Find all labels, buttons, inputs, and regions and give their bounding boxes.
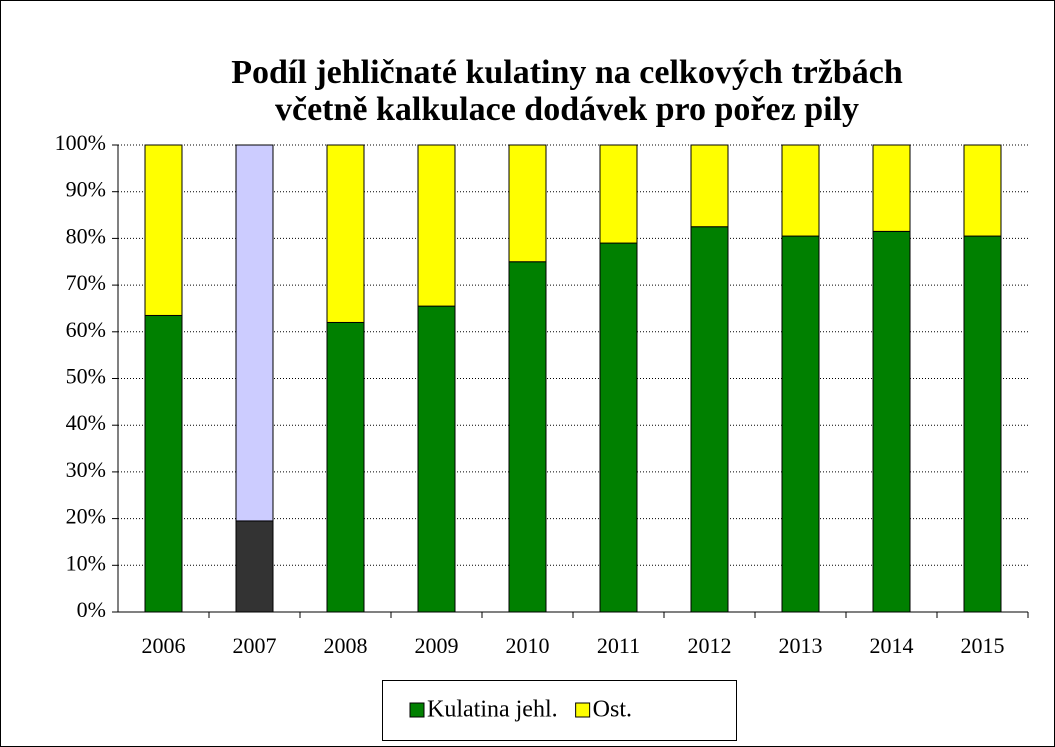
bar-segment bbox=[235, 144, 274, 522]
bar-segment bbox=[235, 520, 274, 613]
bar-segment bbox=[417, 144, 456, 307]
bar-segment bbox=[963, 144, 1002, 237]
legend-marker bbox=[575, 702, 591, 718]
legend-label: Ost. bbox=[593, 697, 632, 723]
legend-label: Kulatina jehl. bbox=[427, 697, 558, 723]
y-tick-label: 50% bbox=[66, 364, 106, 389]
x-tick-label: 2008 bbox=[324, 633, 368, 658]
x-tick-label: 2010 bbox=[506, 633, 550, 658]
bar-segment bbox=[690, 144, 729, 228]
bar-segment bbox=[872, 230, 911, 613]
x-tick-label: 2011 bbox=[597, 633, 640, 658]
legend-marker bbox=[409, 702, 425, 718]
y-tick-label: 10% bbox=[66, 550, 106, 575]
bar-segment bbox=[599, 144, 638, 244]
bar-segment bbox=[144, 144, 183, 316]
bar-segment bbox=[872, 144, 911, 232]
x-tick-label: 2009 bbox=[415, 633, 459, 658]
legend-box bbox=[382, 680, 737, 741]
bar-segment bbox=[781, 235, 820, 613]
x-tick-label: 2015 bbox=[961, 633, 1005, 658]
bar-segment bbox=[963, 235, 1002, 613]
bar-segment bbox=[508, 261, 547, 613]
y-tick-label: 0% bbox=[77, 597, 106, 622]
y-tick-label: 70% bbox=[66, 270, 106, 295]
x-tick-label: 2012 bbox=[688, 633, 732, 658]
x-tick-label: 2006 bbox=[142, 633, 186, 658]
chart-title: včetně kalkulace dodávek pro pořez pily bbox=[275, 91, 859, 128]
y-tick-label: 20% bbox=[66, 504, 106, 529]
y-tick-label: 40% bbox=[66, 410, 106, 435]
bar-segment bbox=[326, 321, 365, 613]
bar-segment bbox=[690, 226, 729, 613]
x-tick-label: 2007 bbox=[233, 633, 277, 658]
bar-segment bbox=[599, 242, 638, 613]
bar-segment bbox=[417, 305, 456, 613]
x-tick-label: 2014 bbox=[870, 633, 914, 658]
bar-segment bbox=[781, 144, 820, 237]
y-tick-label: 60% bbox=[66, 317, 106, 342]
x-tick-label: 2013 bbox=[779, 633, 823, 658]
y-tick-label: 90% bbox=[66, 177, 106, 202]
bar-segment bbox=[326, 144, 365, 323]
y-tick-label: 80% bbox=[66, 223, 106, 248]
y-tick-label: 30% bbox=[66, 457, 106, 482]
y-tick-label: 100% bbox=[55, 130, 106, 155]
bar-segment bbox=[144, 314, 183, 613]
bar-segment bbox=[508, 144, 547, 263]
chart-title: Podíl jehličnaté kulatiny na celkových t… bbox=[231, 54, 903, 91]
